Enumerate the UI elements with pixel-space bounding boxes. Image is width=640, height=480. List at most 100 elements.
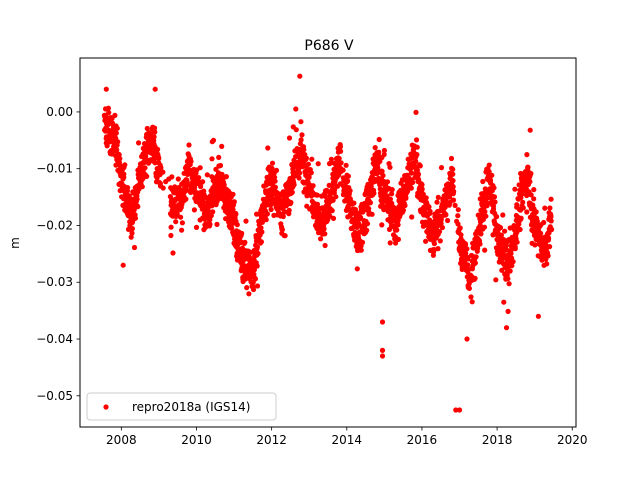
data-point	[156, 155, 162, 161]
data-point	[381, 147, 387, 154]
data-point	[186, 142, 192, 148]
data-point	[465, 262, 471, 268]
data-point	[482, 247, 488, 253]
data-point	[486, 162, 492, 168]
data-point	[520, 199, 526, 205]
data-point	[196, 175, 202, 181]
y-tick-label: −0.01	[36, 162, 73, 176]
data-point	[122, 162, 128, 168]
data-point	[455, 221, 461, 227]
data-point	[364, 221, 371, 227]
data-point	[338, 160, 344, 166]
data-point	[152, 125, 158, 131]
data-point	[168, 224, 174, 230]
data-point	[191, 207, 197, 213]
data-point	[125, 185, 131, 191]
data-point	[431, 241, 437, 247]
data-point	[525, 164, 531, 170]
data-point	[136, 140, 142, 146]
data-point	[549, 226, 555, 233]
data-point	[329, 208, 335, 214]
data-point	[469, 299, 475, 305]
data-point	[491, 194, 498, 200]
data-point	[129, 226, 135, 232]
x-tick-label: 2014	[332, 433, 363, 447]
data-point	[364, 227, 370, 233]
data-point	[437, 238, 443, 244]
data-point-outlier	[453, 407, 459, 413]
data-point	[450, 184, 456, 190]
data-point	[465, 256, 471, 262]
data-point	[389, 187, 395, 193]
data-point	[254, 283, 261, 289]
y-tick-label: −0.05	[36, 389, 73, 403]
data-point	[405, 188, 411, 194]
data-point-outlier	[456, 407, 463, 413]
data-point	[546, 235, 552, 241]
data-point	[174, 211, 180, 217]
data-point	[264, 211, 270, 217]
data-point	[282, 233, 288, 239]
data-point	[246, 291, 252, 297]
data-point	[358, 214, 364, 221]
data-point	[297, 170, 303, 176]
data-point	[455, 207, 461, 213]
data-point	[403, 195, 409, 201]
x-tick-label: 2018	[482, 433, 513, 447]
data-point	[340, 167, 346, 173]
data-point	[436, 229, 443, 235]
data-point	[291, 182, 297, 188]
data-point	[193, 224, 200, 230]
data-point	[448, 155, 455, 162]
data-point	[183, 196, 189, 202]
data-point	[322, 242, 328, 249]
data-point	[251, 271, 257, 277]
data-point	[419, 182, 425, 188]
data-point	[322, 193, 328, 199]
data-point	[117, 156, 123, 162]
data-point	[139, 184, 145, 190]
data-point	[482, 209, 488, 215]
data-point	[518, 215, 524, 221]
data-point	[457, 225, 463, 231]
data-point	[420, 191, 426, 197]
data-point-outlier	[464, 336, 470, 342]
data-point	[462, 242, 469, 248]
data-point	[366, 206, 372, 212]
data-point	[327, 213, 333, 219]
data-point	[527, 127, 533, 133]
data-point	[507, 225, 513, 231]
data-point	[438, 165, 445, 171]
data-point	[484, 203, 490, 209]
data-point	[338, 148, 344, 154]
data-point	[175, 176, 181, 182]
legend-box	[86, 392, 277, 421]
data-point	[547, 244, 553, 250]
data-point	[442, 204, 448, 210]
data-point	[198, 183, 204, 190]
x-tick-label: 2012	[256, 433, 287, 447]
data-point	[142, 165, 148, 171]
x-tick-label: 2008	[106, 433, 137, 447]
data-point	[160, 185, 166, 191]
data-point	[524, 209, 530, 215]
data-point	[321, 226, 327, 232]
data-point	[251, 267, 257, 273]
data-point	[389, 191, 395, 197]
data-point	[233, 211, 239, 217]
data-point	[427, 208, 433, 214]
data-point	[178, 214, 184, 220]
data-point	[534, 218, 540, 224]
data-point	[219, 143, 225, 149]
data-point	[144, 173, 150, 179]
data-point	[379, 168, 385, 174]
data-point	[318, 236, 324, 242]
data-point	[105, 105, 111, 111]
data-point	[210, 137, 217, 143]
data-point	[506, 281, 512, 287]
data-point	[466, 285, 472, 291]
data-point	[158, 165, 164, 171]
data-point	[379, 222, 385, 228]
data-point	[451, 188, 457, 195]
x-tick-label: 2020	[557, 433, 588, 447]
